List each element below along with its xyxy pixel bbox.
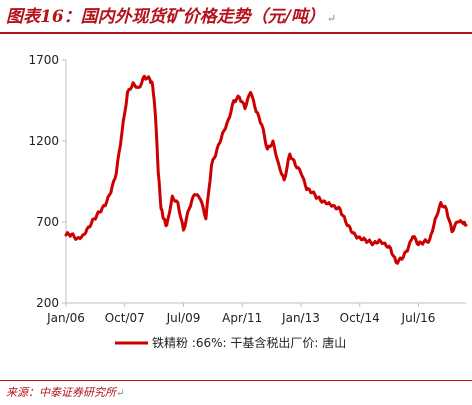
series-layer [64, 74, 468, 265]
y-tick-label: 200 [36, 296, 59, 310]
x-tick-label: Jan/13 [281, 311, 320, 325]
paragraph-mark-icon: ↵ [116, 388, 125, 399]
legend-label: 铁精粉 :66%: 干基含税出厂价: 唐山 [152, 335, 346, 350]
chart-title-text: 图表16：国内外现货矿价格走势（元/吨） [6, 7, 325, 27]
x-tick-label: Jul/16 [401, 311, 436, 325]
x-axis: Jan/06 Oct/07 Jul/09 Apr/11 Jan/13 Oct/14 Jul/… [46, 302, 466, 325]
x-tick-label: Oct/14 [340, 311, 380, 325]
source-note: 来源：中泰证券研究所↵ [6, 383, 124, 403]
x-tick-label: Jul/09 [166, 311, 201, 325]
y-axis: 200 700 1200 1700 [28, 53, 67, 310]
legend: 铁精粉 :66%: 干基含税出厂价: 唐山 [115, 335, 346, 350]
y-tick-label: 700 [36, 215, 59, 229]
x-tick-label: Jan/06 [46, 311, 85, 325]
source-text: 来源：中泰证券研究所 [6, 386, 116, 399]
y-tick-label: 1200 [28, 134, 59, 148]
paragraph-mark-icon: ↵ [326, 12, 337, 25]
series-line [64, 74, 468, 265]
title-divider [0, 32, 472, 34]
chart-title: 图表16：国内外现货矿价格走势（元/吨） ↵ [6, 4, 466, 30]
x-tick-label: Apr/11 [222, 311, 262, 325]
y-tick-label: 1700 [28, 53, 59, 67]
x-tick-label: Oct/07 [105, 311, 145, 325]
source-divider [0, 380, 472, 381]
